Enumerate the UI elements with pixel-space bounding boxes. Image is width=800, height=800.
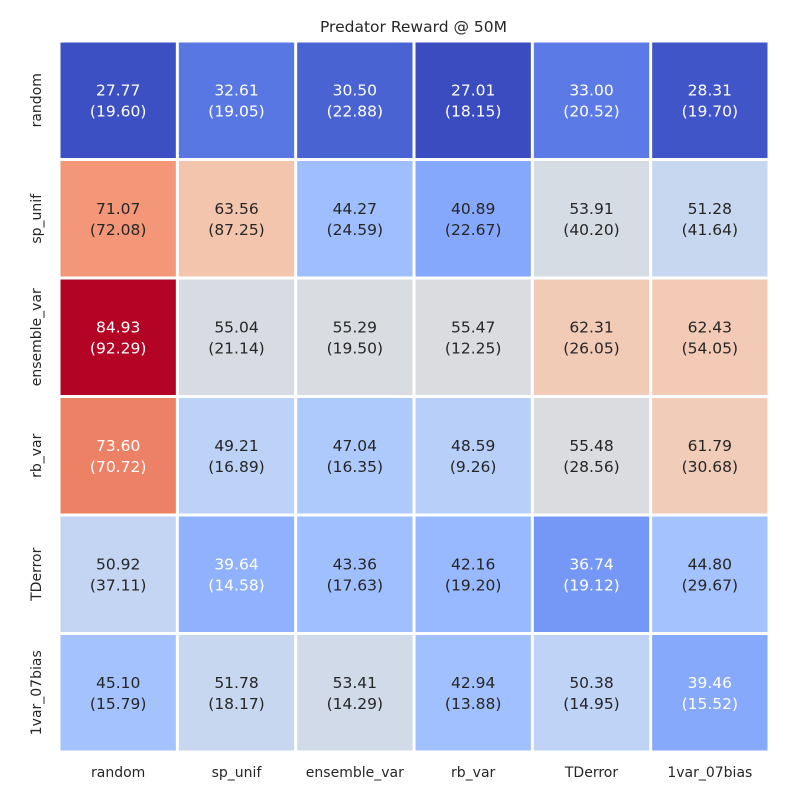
- cell-annotation: 47.04 (16.35): [327, 437, 383, 476]
- y-tick-label: rb_var: [29, 433, 45, 478]
- cell-annotation: 51.28 (41.64): [682, 200, 738, 239]
- y-tick-label: ensemble_var: [29, 288, 45, 386]
- heatmap-cell: [297, 516, 413, 632]
- y-tick-label: TDerror: [29, 547, 45, 601]
- cell-annotation: 45.10 (15.79): [90, 674, 146, 713]
- heatmap-cell: [415, 516, 531, 632]
- heatmap-cell: [415, 279, 531, 395]
- heatmap-cell: [533, 279, 650, 395]
- cell-annotation: 42.16 (19.20): [445, 555, 501, 594]
- heatmap-cell: [178, 635, 295, 751]
- cell-annotation: 27.01 (18.15): [445, 81, 501, 120]
- x-tick-label: ensemble_var: [306, 765, 404, 781]
- x-tick-label: sp_unif: [212, 765, 263, 781]
- x-tick-label: 1var_07bias: [667, 765, 752, 781]
- cell-annotation: 55.47 (12.25): [445, 318, 501, 357]
- heatmap-cell: [178, 161, 295, 277]
- heatmap-cell: [297, 42, 413, 158]
- cell-annotation: 55.29 (19.50): [327, 318, 383, 357]
- cell-annotation: 27.77 (19.60): [90, 81, 146, 120]
- heatmap-cell: [533, 161, 650, 277]
- heatmap-cell: [533, 516, 650, 632]
- cell-annotation: 39.46 (15.52): [682, 674, 738, 713]
- x-tick-label: rb_var: [451, 765, 496, 781]
- cell-annotation: 53.91 (40.20): [563, 200, 619, 239]
- cell-annotation: 62.31 (26.05): [563, 318, 619, 357]
- cell-annotation: 53.41 (14.29): [327, 674, 383, 713]
- heatmap-cell: [415, 635, 531, 751]
- chart-title: Predator Reward @ 50M: [320, 18, 507, 36]
- cell-annotation: 55.04 (21.14): [208, 318, 264, 357]
- heatmap-cell: [652, 635, 768, 751]
- cell-annotation: 50.92 (37.11): [90, 555, 146, 594]
- cell-annotation: 44.80 (29.67): [682, 555, 738, 594]
- y-axis-tick-labels: random sp_unif ensemble_var rb_var TDerror 1v…: [29, 73, 45, 735]
- cell-annotation: 39.64 (14.58): [208, 555, 264, 594]
- heatmap-cell: [652, 161, 768, 277]
- heatmap-cell: [533, 635, 650, 751]
- heatmap-cell: [178, 42, 295, 158]
- heatmap-cell: [415, 161, 531, 277]
- cell-annotation: 62.43 (54.05): [682, 318, 738, 357]
- heatmap-cell: [652, 398, 768, 514]
- heatmap-cell: [178, 279, 295, 395]
- cell-annotation: 33.00 (20.52): [563, 81, 619, 120]
- heatmap-cell: [60, 161, 176, 277]
- heatmap-cell: [533, 398, 650, 514]
- heatmap-cell: [60, 635, 176, 751]
- x-axis-tick-labels: random sp_unif ensemble_var rb_var TDerror 1v…: [91, 765, 752, 781]
- cell-annotation: 84.93 (92.29): [90, 318, 146, 357]
- cell-annotation: 71.07 (72.08): [90, 200, 146, 239]
- cell-annotation: 32.61 (19.05): [208, 81, 264, 120]
- heatmap-cell: [297, 635, 413, 751]
- cell-annotation: 51.78 (18.17): [208, 674, 264, 713]
- heatmap-cell: [415, 42, 531, 158]
- heatmap-cell: [415, 398, 531, 514]
- heatmap-cell: [60, 516, 176, 632]
- cell-annotation: 73.60 (70.72): [90, 437, 146, 476]
- x-tick-label: random: [91, 765, 145, 781]
- heatmap-cell: [60, 398, 176, 514]
- heatmap-cell: [652, 279, 768, 395]
- heatmap-cell: [297, 279, 413, 395]
- heatmap-cell: [297, 398, 413, 514]
- cell-annotation: 61.79 (30.68): [682, 437, 738, 476]
- cell-annotation: 36.74 (19.12): [563, 555, 619, 594]
- heatmap-cell: [652, 42, 768, 158]
- heatmap-cell: [652, 516, 768, 632]
- x-tick-label: TDerror: [564, 765, 618, 781]
- cell-annotation: 55.48 (28.56): [563, 437, 619, 476]
- heatmap-cell: [60, 279, 176, 395]
- cell-annotation: 43.36 (17.63): [327, 555, 383, 594]
- heatmap-cell: [60, 42, 176, 158]
- cell-annotation: 63.56 (87.25): [208, 200, 264, 239]
- cell-annotation: 49.21 (16.89): [208, 437, 264, 476]
- y-tick-label: random: [29, 73, 45, 127]
- cell-annotation: 50.38 (14.95): [563, 674, 619, 713]
- cell-annotation: 42.94 (13.88): [445, 674, 501, 713]
- heatmap-cell: [178, 398, 295, 514]
- cell-annotation: 30.50 (22.88): [327, 81, 383, 120]
- y-tick-label: sp_unif: [29, 193, 45, 244]
- cell-annotation: 48.59 (9.26): [450, 437, 497, 476]
- y-tick-label: 1var_07bias: [29, 650, 45, 735]
- heatmap-cell: [178, 516, 295, 632]
- cell-annotation: 44.27 (24.59): [327, 200, 383, 239]
- cell-annotation: 40.89 (22.67): [445, 200, 501, 239]
- cell-annotation: 28.31 (19.70): [682, 81, 738, 120]
- heatmap-grid: 27.77 (19.60) 32.61 (19.05) 30.50 (22.88) 27.0…: [60, 42, 768, 751]
- heatmap-cell: [297, 161, 413, 277]
- heatmap-cell: [533, 42, 650, 158]
